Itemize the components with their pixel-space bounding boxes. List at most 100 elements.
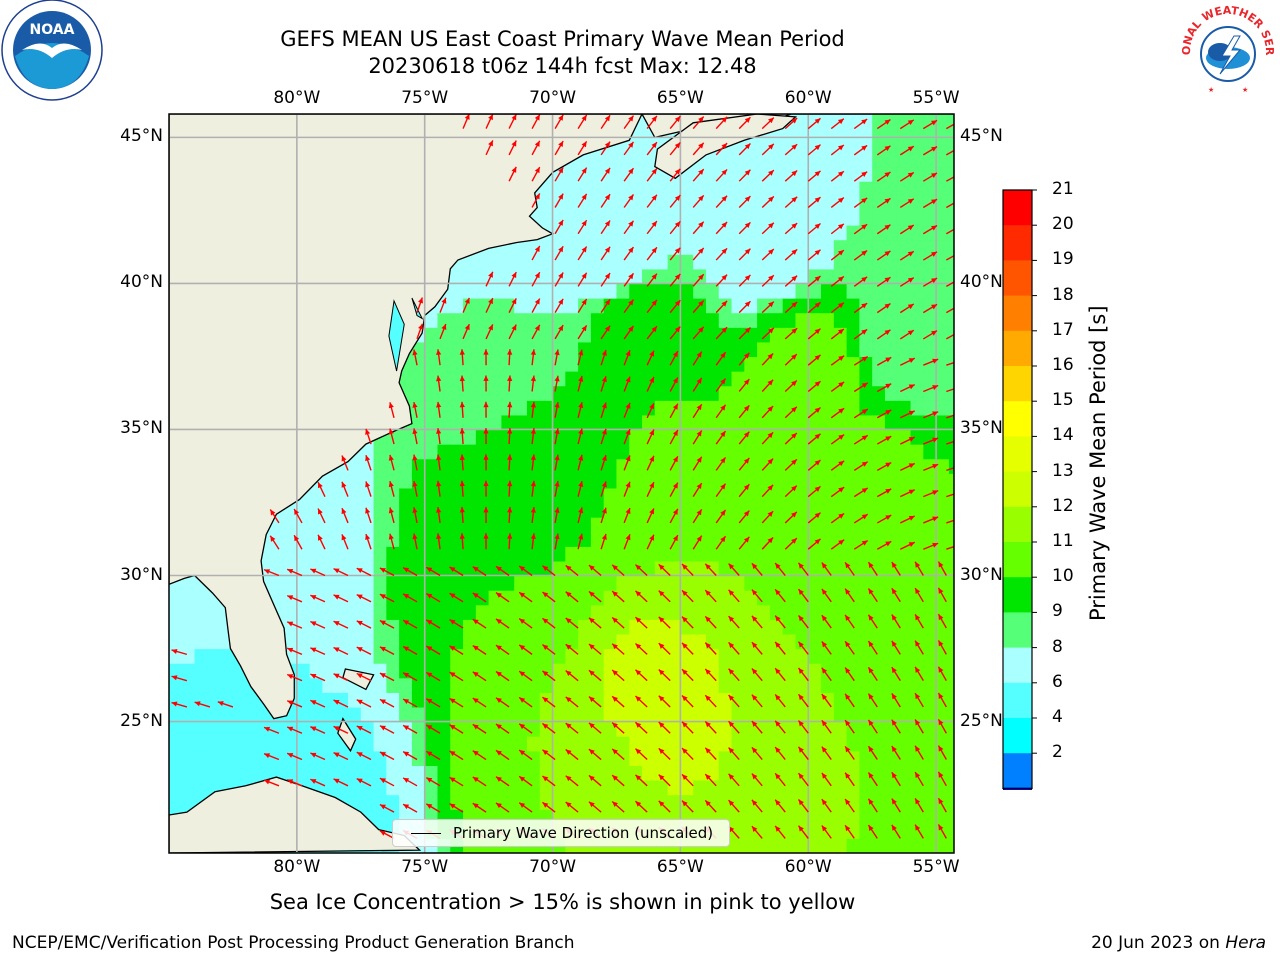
wave-direction-arrow bbox=[611, 800, 625, 813]
wave-direction-arrow bbox=[830, 302, 845, 314]
wave-direction-arrow bbox=[830, 355, 845, 366]
wave-direction-arrow bbox=[738, 143, 751, 156]
wave-direction-arrow bbox=[830, 328, 845, 340]
wave-direction-arrow bbox=[623, 455, 631, 471]
colorbar-segment bbox=[1003, 225, 1032, 261]
wave-direction-arrow bbox=[784, 485, 798, 498]
wave-direction-arrow bbox=[751, 746, 763, 760]
wave-direction-arrow bbox=[634, 590, 648, 603]
wave-direction-arrow bbox=[600, 428, 607, 445]
wave-direction-arrow bbox=[923, 384, 939, 393]
wave-direction-arrow bbox=[588, 801, 602, 813]
wave-direction-arrow bbox=[588, 669, 602, 682]
wave-direction-arrow bbox=[600, 167, 611, 182]
wave-direction-arrow bbox=[530, 349, 536, 366]
wave-direction-arrow bbox=[356, 672, 372, 682]
nws-logo-icon: NATIONAL WEATHER SERVICE ★ ★ bbox=[1178, 2, 1276, 100]
wave-direction-arrow bbox=[692, 377, 703, 392]
wave-direction-arrow bbox=[646, 402, 655, 419]
wave-direction-arrow bbox=[542, 644, 556, 655]
wave-direction-arrow bbox=[472, 723, 487, 734]
wave-direction-arrow bbox=[600, 114, 611, 129]
wave-direction-arrow bbox=[449, 750, 464, 761]
wave-direction-arrow bbox=[692, 116, 705, 130]
wave-direction-arrow bbox=[784, 248, 798, 261]
wave-direction-arrow bbox=[600, 298, 611, 314]
wave-direction-arrow bbox=[388, 533, 395, 550]
wave-direction-arrow bbox=[333, 646, 349, 656]
wave-direction-arrow bbox=[923, 358, 939, 366]
wave-direction-arrow bbox=[459, 480, 465, 497]
wave-direction-arrow bbox=[588, 617, 602, 629]
wave-direction-arrow bbox=[784, 222, 798, 235]
wave-direction-arrow bbox=[922, 303, 938, 314]
wave-direction-arrow bbox=[728, 668, 740, 682]
colorbar-tick-label: 20 bbox=[1052, 214, 1074, 235]
wave-direction-arrow bbox=[518, 749, 533, 761]
wave-direction-arrow bbox=[449, 618, 464, 629]
wave-direction-arrow bbox=[751, 773, 763, 787]
wave-direction-arrow bbox=[853, 355, 869, 366]
wave-direction-arrow bbox=[577, 402, 584, 418]
wave-direction-arrow bbox=[738, 483, 750, 498]
wave-direction-arrow bbox=[600, 402, 607, 418]
wave-direction-arrow bbox=[914, 561, 924, 576]
wave-direction-arrow bbox=[542, 696, 556, 708]
wave-direction-arrow bbox=[402, 803, 418, 813]
wave-direction-arrow bbox=[853, 328, 868, 340]
wave-direction-arrow bbox=[646, 325, 658, 340]
wave-direction-arrow bbox=[807, 117, 821, 130]
wave-direction-arrow bbox=[317, 534, 326, 550]
wave-direction-arrow bbox=[658, 616, 671, 629]
wave-direction-arrow bbox=[485, 271, 494, 287]
wave-direction-arrow bbox=[867, 640, 878, 655]
wave-direction-arrow bbox=[937, 718, 947, 734]
wave-direction-arrow bbox=[900, 541, 916, 550]
wave-direction-arrow bbox=[402, 751, 418, 761]
wave-direction-arrow bbox=[761, 143, 775, 156]
map-subtitle: 20230618 t06z 144h fcst Max: 12.48 bbox=[368, 54, 757, 78]
wave-direction-arrow bbox=[531, 193, 541, 208]
wave-direction-arrow bbox=[692, 351, 703, 366]
wave-direction-arrow bbox=[634, 564, 648, 577]
wave-direction-arrow bbox=[821, 667, 832, 682]
wave-direction-arrow bbox=[646, 273, 658, 287]
wave-direction-arrow bbox=[774, 562, 786, 576]
wave-direction-arrow bbox=[356, 646, 372, 656]
wave-direction-arrow bbox=[412, 428, 418, 445]
colorbar-segment bbox=[1003, 612, 1032, 649]
wave-direction-arrow bbox=[914, 613, 924, 629]
wave-direction-arrow bbox=[844, 772, 855, 787]
wave-direction-arrow bbox=[738, 327, 751, 340]
wave-direction-arrow bbox=[728, 641, 740, 655]
wave-direction-arrow bbox=[704, 589, 717, 603]
wave-direction-arrow bbox=[459, 349, 465, 366]
wave-direction-arrow bbox=[286, 752, 303, 761]
wave-direction-arrow bbox=[797, 693, 809, 708]
wave-direction-arrow bbox=[412, 480, 418, 497]
wave-direction-arrow bbox=[554, 140, 564, 156]
wave-direction-arrow bbox=[891, 666, 901, 682]
wave-direction-arrow bbox=[472, 802, 487, 813]
wave-direction-arrow bbox=[821, 798, 832, 813]
wave-direction-arrow bbox=[436, 349, 442, 366]
wave-direction-arrow bbox=[379, 619, 395, 629]
wave-direction-arrow bbox=[425, 619, 441, 629]
wave-direction-arrow bbox=[518, 696, 533, 708]
wave-direction-arrow bbox=[623, 376, 631, 392]
wave-direction-arrow bbox=[472, 776, 487, 787]
wave-direction-arrow bbox=[867, 719, 878, 734]
wave-direction-arrow bbox=[425, 671, 441, 682]
wave-direction-arrow bbox=[542, 749, 556, 761]
wave-direction-arrow bbox=[518, 565, 533, 577]
wave-direction-arrow bbox=[483, 401, 489, 418]
colorbar-tick-label: 4 bbox=[1052, 707, 1063, 727]
wave-direction-arrow bbox=[634, 642, 648, 655]
wave-direction-arrow bbox=[797, 614, 809, 629]
wave-direction-arrow bbox=[937, 797, 947, 813]
wave-direction-arrow bbox=[876, 250, 891, 261]
wave-direction-arrow bbox=[774, 667, 786, 682]
wave-direction-arrow bbox=[531, 114, 541, 129]
wave-direction-arrow bbox=[554, 245, 564, 261]
lon-tick-label-bottom: 75°W bbox=[401, 857, 449, 877]
